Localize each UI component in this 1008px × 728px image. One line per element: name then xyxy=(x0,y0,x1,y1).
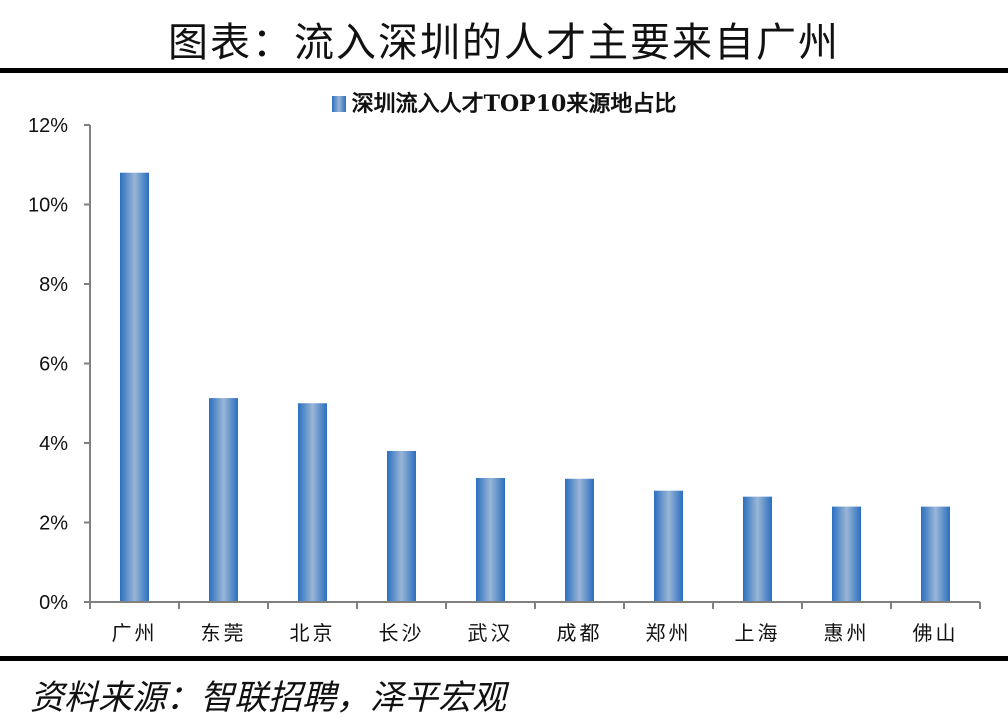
bar xyxy=(832,506,861,602)
bar-chart: 0% 2% 4% 6% 8% 10% 12% 广州 东莞 北京 长沙 武汉 成都 郑州 上海 惠州 佛山 xyxy=(28,115,981,645)
legend-swatch-icon xyxy=(331,96,346,112)
y-tick-label: 6% xyxy=(39,354,68,376)
bar xyxy=(298,403,327,602)
chart-legend: 深圳流入人才TOP10来源地占比 xyxy=(0,86,1008,118)
y-tick-label: 4% xyxy=(39,433,68,455)
x-tick-label: 北京 xyxy=(290,621,336,645)
y-tick-label: 2% xyxy=(39,513,68,535)
y-tick-label: 8% xyxy=(39,274,68,296)
x-tick-label: 武汉 xyxy=(468,621,514,645)
x-tick-label: 广州 xyxy=(112,621,158,645)
x-tick-label: 长沙 xyxy=(379,621,425,645)
bar xyxy=(387,450,416,602)
bottom-divider xyxy=(0,656,1008,661)
x-tick-label: 成都 xyxy=(557,621,603,645)
bar xyxy=(565,478,594,602)
bar xyxy=(209,398,238,602)
page-title: 图表：流入深圳的人才主要来自广州 xyxy=(168,20,840,66)
bar xyxy=(654,490,683,602)
source-note: 资料来源：智联招聘，泽平宏观 xyxy=(30,678,506,718)
bar xyxy=(921,506,950,602)
x-tick-label: 东莞 xyxy=(201,621,247,645)
x-tick-label: 郑州 xyxy=(646,621,692,645)
x-tick-label: 惠州 xyxy=(824,621,870,645)
y-tick-label: 0% xyxy=(39,592,68,614)
top-divider xyxy=(0,68,1008,73)
y-axis: 0% 2% 4% 6% 8% 10% 12% xyxy=(28,115,91,614)
x-axis: 广州 东莞 北京 长沙 武汉 成都 郑州 上海 惠州 佛山 xyxy=(89,601,981,645)
legend-label: 深圳流入人才TOP10来源地占比 xyxy=(351,91,677,117)
y-tick-label: 10% xyxy=(28,195,68,217)
x-tick-label: 佛山 xyxy=(913,621,959,645)
bars xyxy=(120,172,950,602)
bar xyxy=(743,496,772,602)
bar xyxy=(476,477,505,602)
x-tick-label: 上海 xyxy=(735,621,781,645)
y-tick-label: 12% xyxy=(28,115,68,137)
bar xyxy=(120,172,149,602)
